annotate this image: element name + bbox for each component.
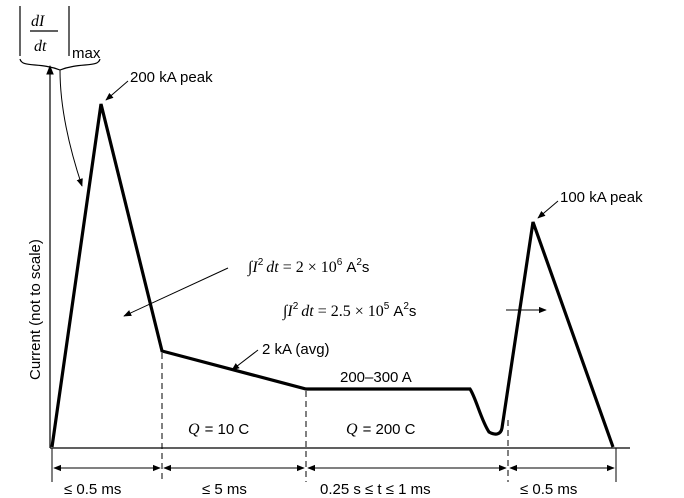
didt-denominator: dt bbox=[34, 38, 47, 55]
duration-label-3: 0.25 s ≤ t ≤ 1 ms bbox=[320, 481, 431, 498]
integral1-arrow bbox=[123, 267, 229, 317]
didt-subscript: max bbox=[72, 45, 101, 62]
peak1-arrow bbox=[105, 80, 129, 101]
duration-label-2: ≤ 5 ms bbox=[202, 481, 247, 498]
charge1-label: Q = 10 C bbox=[188, 421, 249, 438]
peak1-label: 200 kA peak bbox=[130, 69, 213, 86]
y-axis-label: Current (not to scale) bbox=[27, 239, 44, 380]
integral2-label: ∫I2 dt = 2.5 × 105 A2s bbox=[282, 301, 416, 321]
duration-label-1: ≤ 0.5 ms bbox=[64, 481, 121, 498]
current-waveform bbox=[50, 103, 615, 448]
duration-label-4: ≤ 0.5 ms bbox=[520, 481, 577, 498]
range-label: 200–300 A bbox=[340, 369, 412, 386]
integral1-label: ∫I2 dt = 2 × 106 A2s bbox=[247, 257, 369, 277]
didt-pointer-arrow bbox=[59, 69, 83, 187]
charge2-label: Q = 200 C bbox=[346, 421, 416, 438]
didt-numerator: dI bbox=[31, 13, 45, 30]
avg-arrow bbox=[231, 349, 259, 371]
didt-max-label: dI dt max bbox=[19, 6, 101, 62]
peak2-arrow bbox=[537, 200, 559, 219]
avg-label: 2 kA (avg) bbox=[262, 341, 330, 358]
peak2-label: 100 kA peak bbox=[560, 189, 643, 206]
